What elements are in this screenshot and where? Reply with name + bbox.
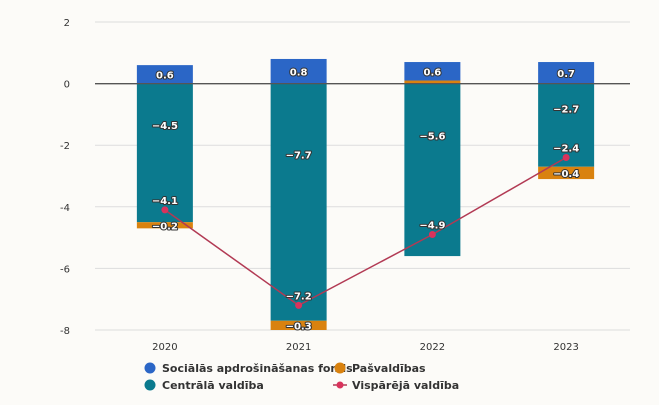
bar-segment — [136, 83, 193, 223]
data-label: 0.8 — [290, 67, 308, 78]
legend-marker-icon — [336, 381, 344, 389]
bar-segment — [270, 83, 327, 321]
data-label: −0.4 — [553, 169, 579, 180]
legend-label: Pašvaldības — [352, 362, 426, 375]
y-tick-label: -4 — [60, 203, 70, 214]
y-tick-label: -2 — [60, 141, 70, 152]
line-point — [295, 301, 303, 309]
data-label: −7.2 — [286, 291, 312, 302]
data-label: −4.1 — [152, 196, 178, 207]
data-label: −0.3 — [286, 321, 312, 332]
data-label: −0.2 — [152, 221, 178, 232]
x-tick-label: 2022 — [420, 342, 445, 353]
legend-label: Sociālās apdrošināšanas fonds — [162, 362, 353, 375]
y-tick-label: 0 — [64, 80, 70, 91]
legend-marker-icon — [144, 362, 156, 374]
legend-label: Vispārējā valdība — [352, 379, 459, 392]
legend-marker-icon — [334, 362, 346, 374]
line-point — [562, 154, 570, 162]
legend-label: Centrālā valdība — [162, 379, 264, 392]
x-tick-label: 2023 — [553, 342, 578, 353]
data-label: 0.7 — [557, 69, 575, 80]
data-label: −2.7 — [553, 105, 579, 116]
bar-segment — [270, 320, 327, 330]
line-point — [428, 231, 436, 239]
bar-segment — [538, 166, 595, 180]
bar-segment — [538, 83, 595, 167]
data-label: 0.6 — [156, 70, 174, 81]
legend-marker-icon — [144, 379, 156, 391]
data-label: −5.6 — [419, 131, 445, 142]
line-vispareja-valdiba — [164, 156, 567, 307]
bar-segment — [136, 222, 193, 229]
bar-sociālās-apdrošināšanas-fonds — [136, 65, 193, 84]
data-label: 0.6 — [424, 67, 442, 78]
x-tick-label: 2021 — [286, 342, 311, 353]
y-tick-label: -8 — [60, 326, 70, 337]
bar-pašvaldības — [404, 80, 461, 84]
bar-sociālās-apdrošināšanas-fonds — [538, 62, 595, 84]
data-label: −2.4 — [553, 144, 579, 155]
x-tick-label: 2020 — [152, 342, 177, 353]
y-tick-label: -6 — [60, 264, 70, 275]
data-label: −4.9 — [419, 221, 445, 232]
y-tick-label: 2 — [64, 18, 70, 29]
line-point — [161, 206, 169, 214]
bar-sociālās-apdrošināšanas-fonds — [270, 58, 327, 84]
data-label: −4.5 — [152, 121, 178, 132]
bar-segment — [404, 83, 461, 257]
data-label: −7.7 — [286, 151, 312, 162]
bar-sociālās-apdrošināšanas-fonds — [404, 62, 461, 81]
